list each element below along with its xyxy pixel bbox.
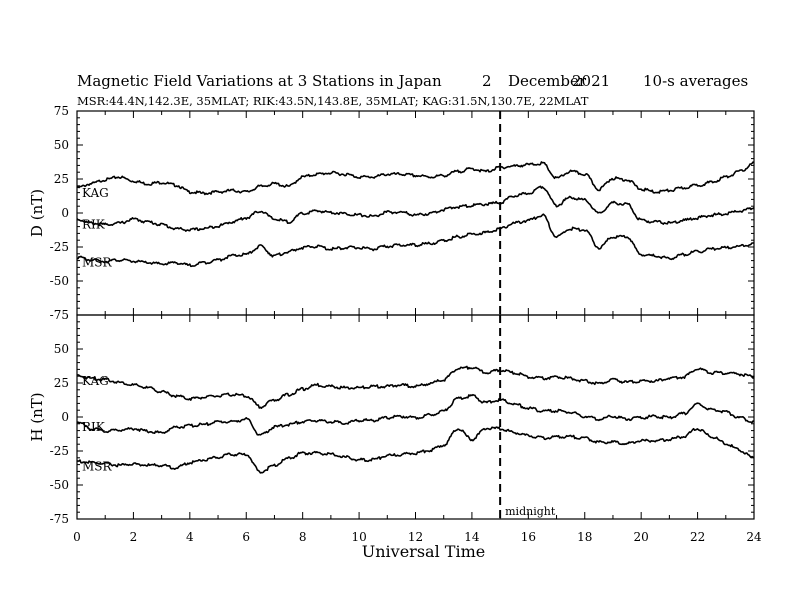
d-panel: 75 50 25 0 -25 -50 -75 D (nT) KAG RIK MSR [28,104,755,322]
y-tick-label: -25 [50,444,69,458]
x-tick-label: 10 [351,530,366,544]
x-tick-label: 18 [577,530,592,544]
y-tick-label: -75 [50,512,69,526]
x-tick-label: 16 [521,530,536,544]
series-line-rik [76,185,755,232]
series-line-msr [76,426,755,474]
y-tick-label: -25 [50,240,69,254]
x-tick-label: 6 [242,530,250,544]
x-tick-label: 24 [746,530,762,544]
title-text: Magnetic Field Variations at 3 Stations … [77,72,442,90]
x-tick-label: 2 [130,530,138,544]
midnight-label: midnight [505,505,556,518]
series-label-kag: KAG [82,186,109,200]
y-tick-label: 0 [61,206,69,220]
y-tick-label: -75 [50,308,69,322]
chart-title: Magnetic Field Variations at 3 Stations … [77,72,442,90]
y-tick-label: -50 [50,478,69,492]
series-label-rik: RIK [82,217,106,231]
x-tick-label: 20 [634,530,649,544]
date-month: December [508,72,587,90]
y-tick-label: 50 [54,342,69,356]
y-tick-label: 50 [54,138,69,152]
date-day: 2 [482,72,492,90]
x-tick-label: 22 [690,530,705,544]
x-axis-label: Universal Time [362,542,485,561]
x-tick-label: 4 [186,530,194,544]
x-tick-label: 0 [73,530,81,544]
series-label-kag: KAG [82,374,109,388]
series-line-kag [76,365,755,409]
y-tick-label: 0 [61,410,69,424]
y-tick-label: 25 [54,172,69,186]
y-axis-label: H (nT) [28,392,46,441]
y-tick-label: -50 [50,274,69,288]
date-year: 2021 [572,72,611,90]
series-label-msr: MSR [82,460,113,474]
panel-frame [76,110,755,316]
y-tick-label: 25 [54,376,69,390]
x-tick-label: 8 [299,530,307,544]
y-tick-label: 75 [54,104,69,118]
x-tick-label: 14 [464,530,480,544]
y-axis-label: D (nT) [28,189,46,237]
series-line-kag [76,161,755,196]
x-tick-label: 12 [408,530,423,544]
series-label-msr: MSR [82,256,113,270]
series-line-msr [76,213,755,268]
h-panel: 50 25 0 -25 -50 -75 H (nT) midnight KAG RIK MSR [28,314,755,526]
series-label-rik: RIK [82,420,106,434]
averaging-note: 10-s averages [643,72,749,90]
series-line-rik [76,393,754,436]
station-info: MSR:44.4N,142.3E, 35MLAT; RIK:43.5N,143.… [77,94,589,108]
